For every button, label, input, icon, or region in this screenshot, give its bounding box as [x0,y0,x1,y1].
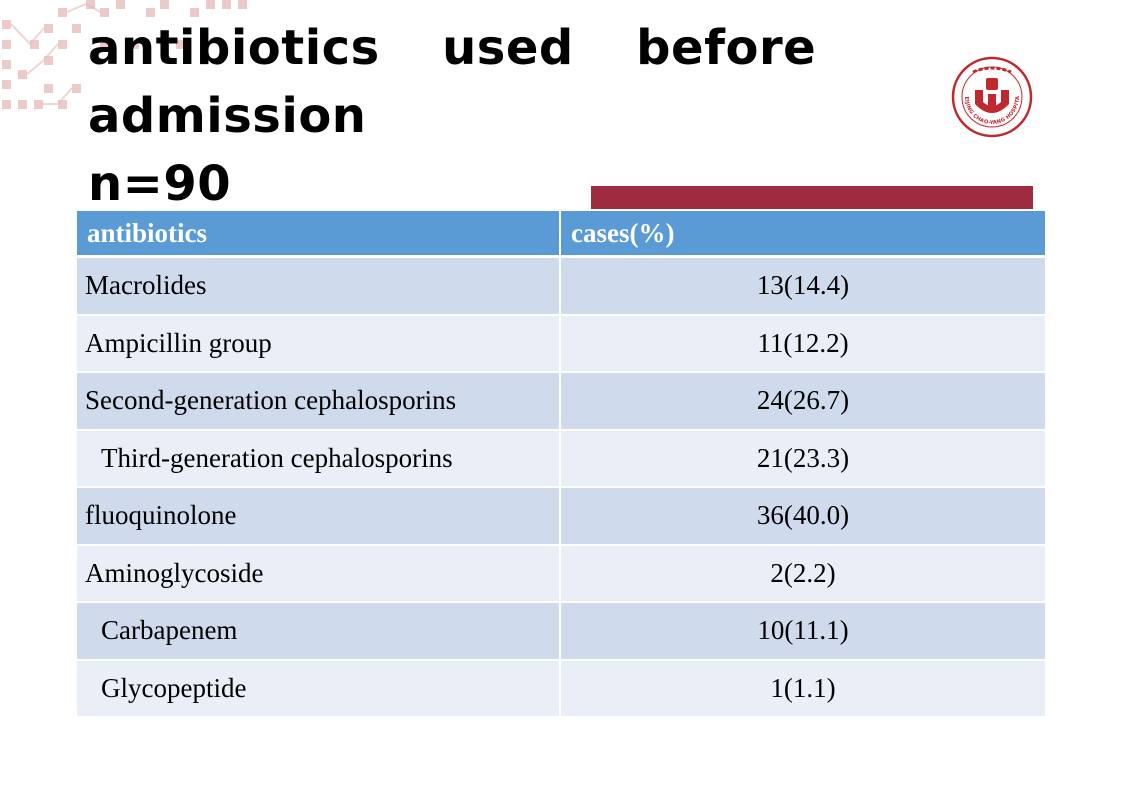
cell-cases: 2(2.2) [561,545,1045,603]
header-antibiotics: antibiotics [77,211,561,258]
cell-cases: 36(40.0) [561,488,1045,546]
table-row: Third-generation cephalosporins 21(23.3) [77,430,1045,488]
table-row: Second-generation cephalosporins 24(26.7… [77,373,1045,431]
cell-cases: 13(14.4) [561,258,1045,316]
table-row: fluoquinolone 36(40.0) [77,488,1045,546]
cell-antibiotic: Macrolides [77,258,561,316]
table-row: Ampicillin group 11(12.2) [77,315,1045,373]
cell-cases: 24(26.7) [561,373,1045,431]
table-header-row: antibiotics cases(%) [77,211,1045,258]
cell-cases: 10(11.1) [561,603,1045,661]
cell-antibiotic: Second-generation cephalosporins [77,373,561,431]
decorative-corner-pattern [2,0,247,109]
cell-cases: 11(12.2) [561,315,1045,373]
title-line-1: antibiotics used before [88,20,817,76]
cell-antibiotic: Third-generation cephalosporins [77,430,561,488]
cell-antibiotic: fluoquinolone [77,488,561,546]
table-row: Glycopeptide 1(1.1) [77,660,1045,718]
table-row: Carbapenem 10(11.1) [77,603,1045,661]
cell-antibiotic: Carbapenem [77,603,561,661]
hospital-logo-icon: BEIJING CHAO-YANG HOSPITAL [951,56,1033,138]
cell-cases: 21(23.3) [561,430,1045,488]
cell-antibiotic: Glycopeptide [77,660,561,718]
antibiotics-table: antibiotics cases(%) Macrolides 13(14.4)… [77,211,1045,718]
title-line-2: admission [88,88,367,144]
table-row: Macrolides 13(14.4) [77,258,1045,316]
cell-antibiotic: Ampicillin group [77,315,561,373]
cell-cases: 1(1.1) [561,660,1045,718]
cell-antibiotic: Aminoglycoside [77,545,561,603]
header-cases: cases(%) [561,211,1045,258]
title-line-3: n=90 [88,156,232,212]
slide-title: antibiotics used before admission n=90 [88,14,817,218]
table-row: Aminoglycoside 2(2.2) [77,545,1045,603]
accent-bar [591,186,1033,209]
